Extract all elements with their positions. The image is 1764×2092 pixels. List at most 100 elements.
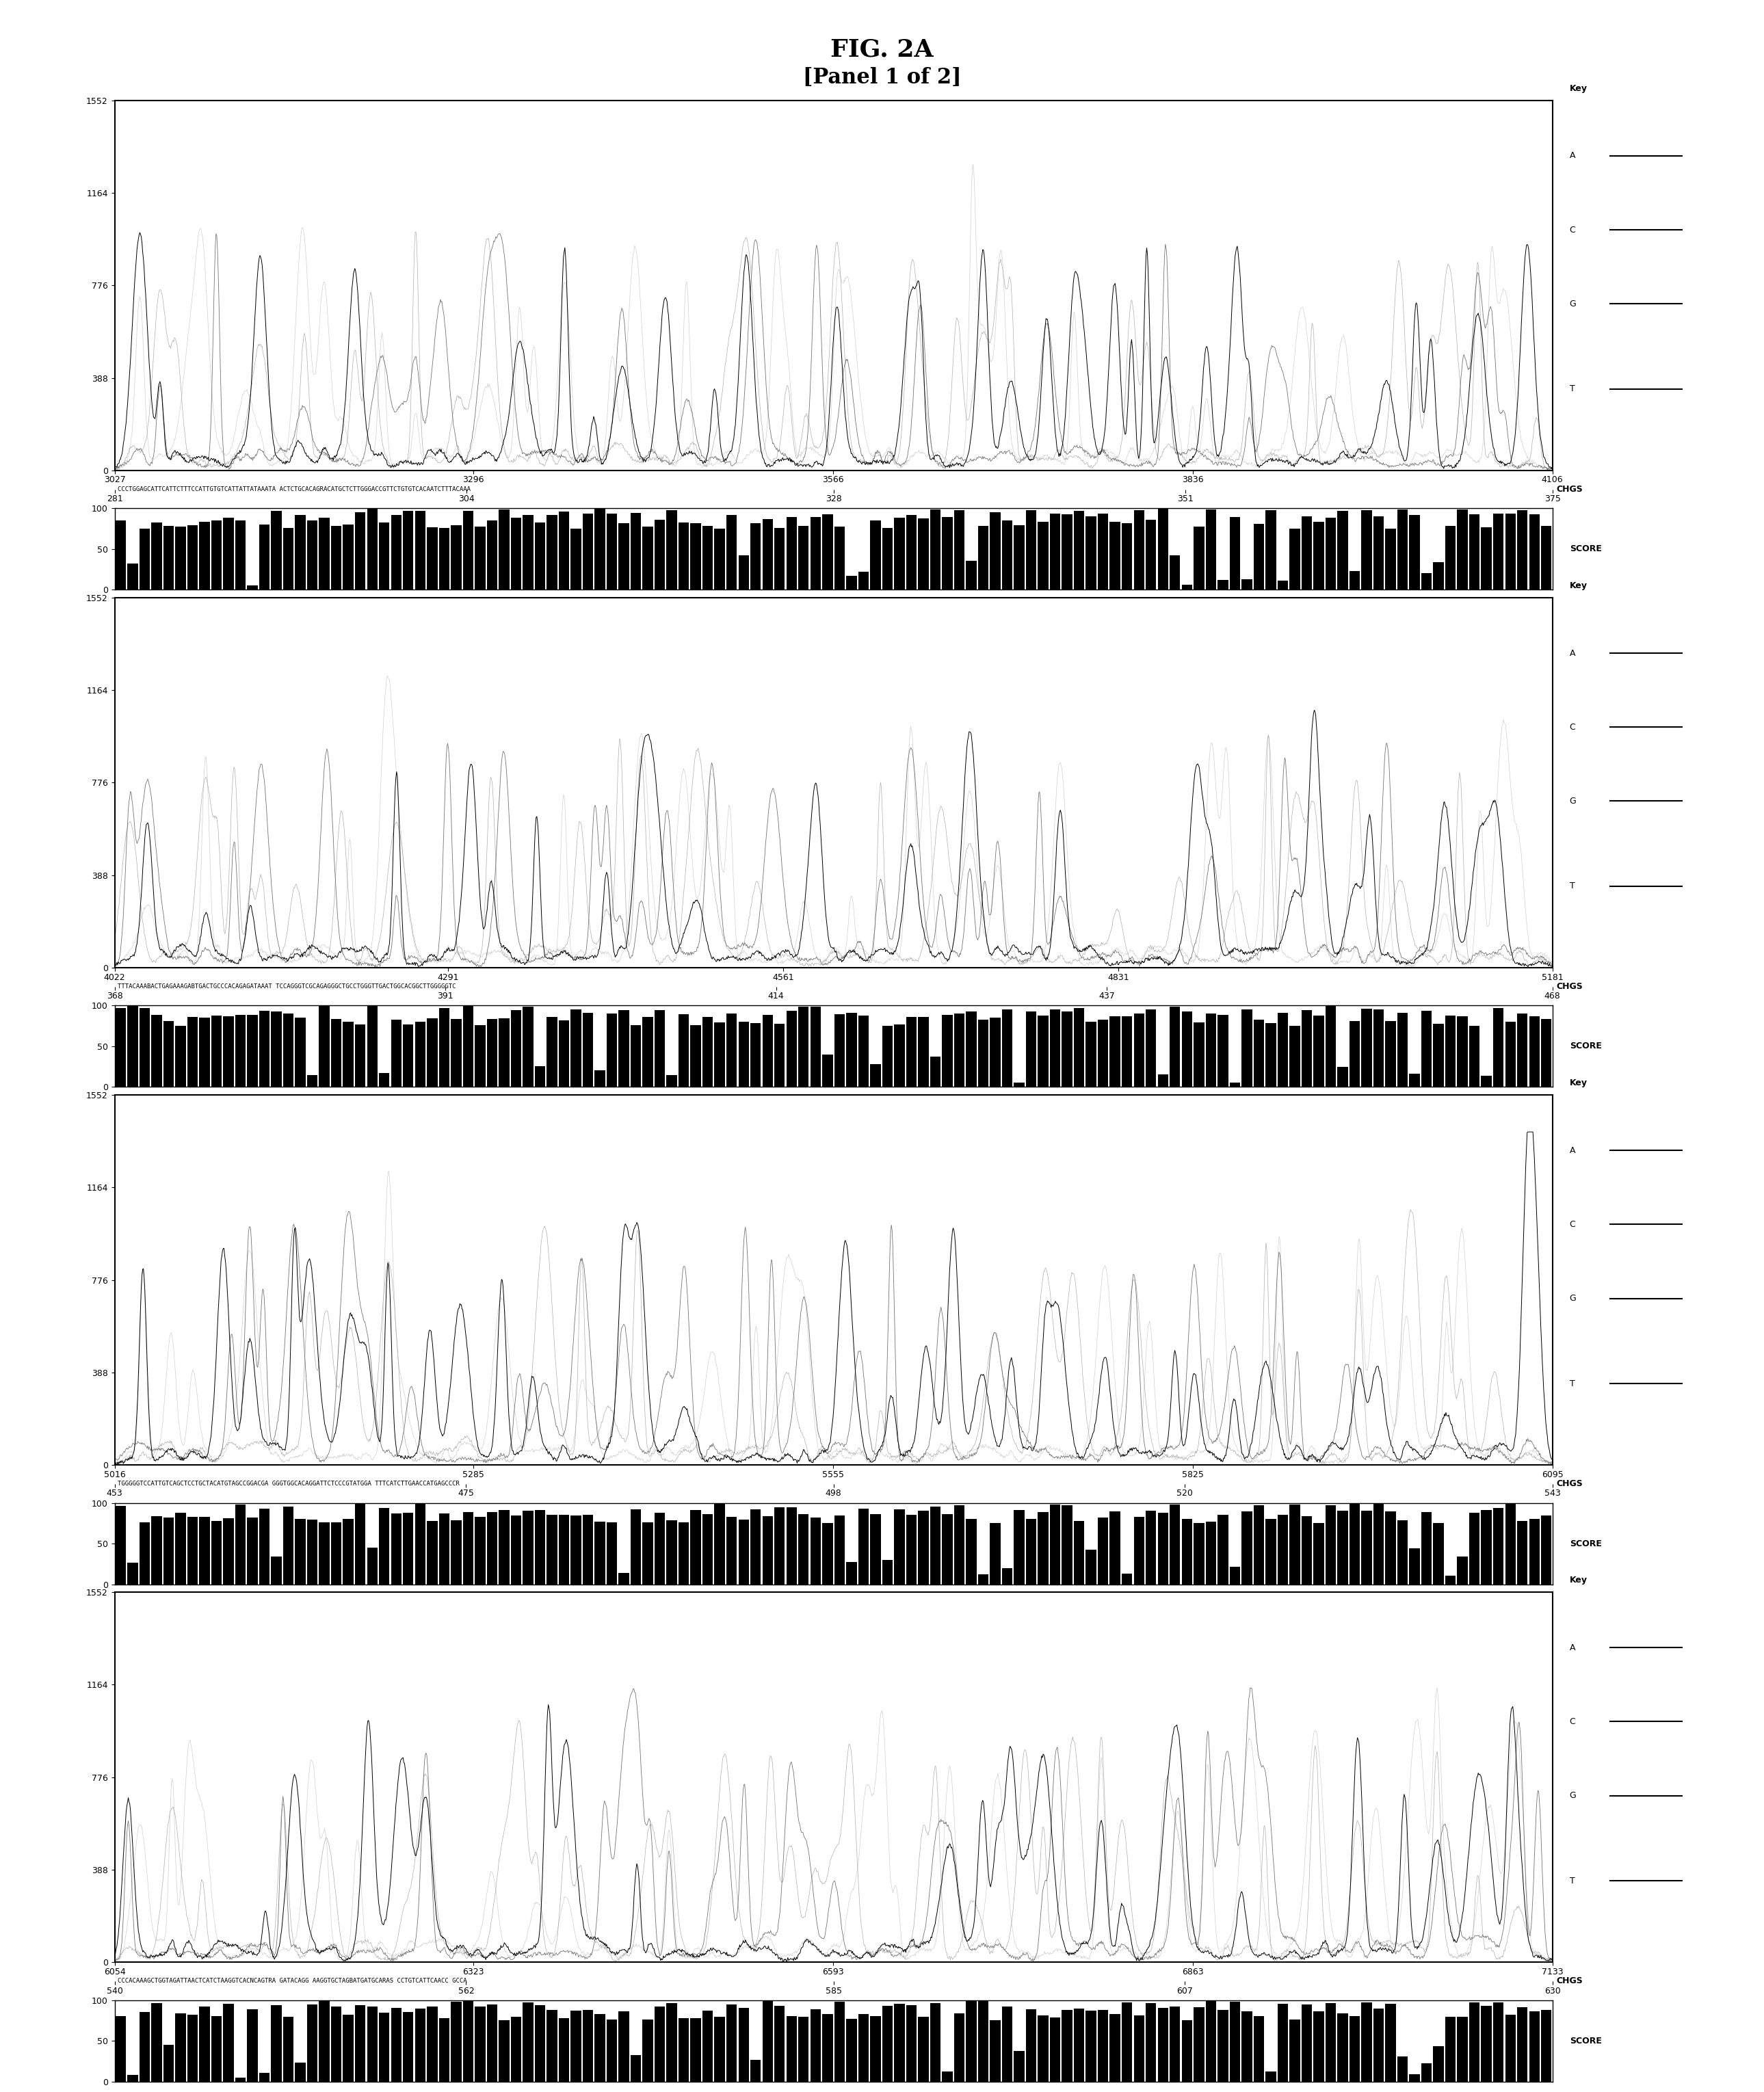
Bar — [907, 1017, 917, 1088]
Bar — [452, 2002, 462, 2082]
Bar — [1337, 510, 1348, 590]
Bar — [714, 1023, 725, 1088]
Bar — [1422, 1010, 1432, 1088]
Bar — [787, 517, 797, 590]
Bar — [630, 1508, 640, 1584]
Bar — [870, 1065, 880, 1088]
Bar — [990, 2021, 1000, 2082]
Bar — [619, 1010, 630, 1088]
Bar — [462, 2000, 473, 2082]
Bar — [1289, 529, 1300, 590]
Text: G: G — [1570, 797, 1577, 805]
Bar — [534, 2006, 545, 2082]
Bar — [415, 1021, 425, 1088]
Bar — [1157, 1075, 1168, 1088]
Text: [Panel 1 of 2]: [Panel 1 of 2] — [803, 67, 961, 88]
Bar — [607, 1523, 617, 1584]
Bar — [1517, 1521, 1528, 1584]
Bar — [319, 517, 330, 590]
Bar — [1337, 2013, 1348, 2082]
Bar — [439, 1515, 450, 1584]
Bar — [164, 525, 175, 590]
Bar — [1445, 1017, 1455, 1088]
Bar — [882, 527, 893, 590]
Bar — [1397, 2056, 1408, 2082]
Bar — [1265, 510, 1275, 590]
Bar — [547, 1515, 557, 1584]
Bar — [727, 1517, 737, 1584]
Text: TGGGGGTCCATTGTCAGCTCCTGCTACATGTAGCCGGACGA GGGTGGCACAGGATTCTCCCGTATGGA TTTCATCTTG: TGGGGGTCCATTGTCAGCTCCTGCTACATGTAGCCGGACG… — [118, 1481, 459, 1487]
Text: T: T — [1570, 883, 1575, 891]
Bar — [1014, 2050, 1025, 2082]
Bar — [1457, 1017, 1468, 1088]
Bar — [1037, 1015, 1048, 1088]
Bar — [582, 1013, 593, 1088]
Bar — [1037, 2015, 1048, 2082]
Bar — [667, 510, 677, 590]
Bar — [392, 1019, 402, 1088]
Bar — [702, 525, 713, 590]
Bar — [1277, 579, 1288, 590]
Bar — [1482, 2006, 1492, 2082]
Bar — [1205, 510, 1215, 590]
Bar — [1314, 1523, 1325, 1584]
Bar — [942, 2071, 953, 2082]
Bar — [594, 2015, 605, 2082]
Bar — [534, 1510, 545, 1584]
Bar — [1217, 1015, 1228, 1088]
Text: C: C — [1570, 1718, 1575, 1726]
Bar — [402, 510, 413, 590]
Bar — [272, 510, 282, 590]
Bar — [1037, 1513, 1048, 1584]
Bar — [1110, 521, 1120, 590]
Bar — [1050, 1008, 1060, 1088]
Bar — [822, 515, 833, 590]
Bar — [727, 515, 737, 590]
Bar — [1432, 1523, 1443, 1584]
Bar — [1145, 1510, 1155, 1584]
Bar — [1254, 1506, 1265, 1584]
Bar — [570, 1515, 580, 1584]
Bar — [342, 2015, 353, 2082]
Text: TTTACAAABACTGAGAAAGABTGACTGCCCACAGAGATAAAT TCCAGGGTCGCAGAGGGCTGCCTGGGTTGACTGGCAC: TTTACAAABACTGAGAAAGABTGACTGCCCACAGAGATAA… — [118, 983, 455, 990]
Bar — [930, 1506, 940, 1584]
Bar — [1325, 2004, 1335, 2082]
Bar — [187, 525, 198, 590]
Bar — [1385, 2004, 1395, 2082]
Bar — [870, 2017, 880, 2082]
Bar — [917, 2017, 928, 2082]
Bar — [942, 1515, 953, 1584]
Bar — [1254, 2017, 1265, 2082]
Bar — [667, 2004, 677, 2082]
Bar — [547, 515, 557, 590]
Bar — [212, 1015, 222, 1088]
Bar — [1050, 513, 1060, 590]
Bar — [990, 513, 1000, 590]
Bar — [152, 2002, 162, 2082]
Bar — [272, 1556, 282, 1584]
Bar — [739, 1021, 750, 1088]
Bar — [1254, 1021, 1265, 1088]
Bar — [834, 527, 845, 590]
Bar — [619, 523, 630, 590]
Bar — [1517, 2006, 1528, 2082]
Bar — [570, 1010, 580, 1088]
Bar — [799, 1515, 810, 1584]
Bar — [1542, 527, 1552, 590]
Bar — [690, 1510, 700, 1584]
Bar — [762, 1015, 773, 1088]
Bar — [452, 1521, 462, 1584]
Bar — [834, 1015, 845, 1088]
Bar — [1110, 1017, 1120, 1088]
Bar — [1492, 1508, 1503, 1584]
Bar — [1277, 1515, 1288, 1584]
Bar — [799, 2017, 810, 2082]
Bar — [582, 513, 593, 590]
Bar — [282, 1013, 293, 1088]
Bar — [1157, 508, 1168, 590]
Bar — [1097, 1517, 1108, 1584]
Bar — [1062, 515, 1073, 590]
Bar — [1457, 1556, 1468, 1584]
Bar — [319, 1006, 330, 1088]
Bar — [1289, 1504, 1300, 1584]
